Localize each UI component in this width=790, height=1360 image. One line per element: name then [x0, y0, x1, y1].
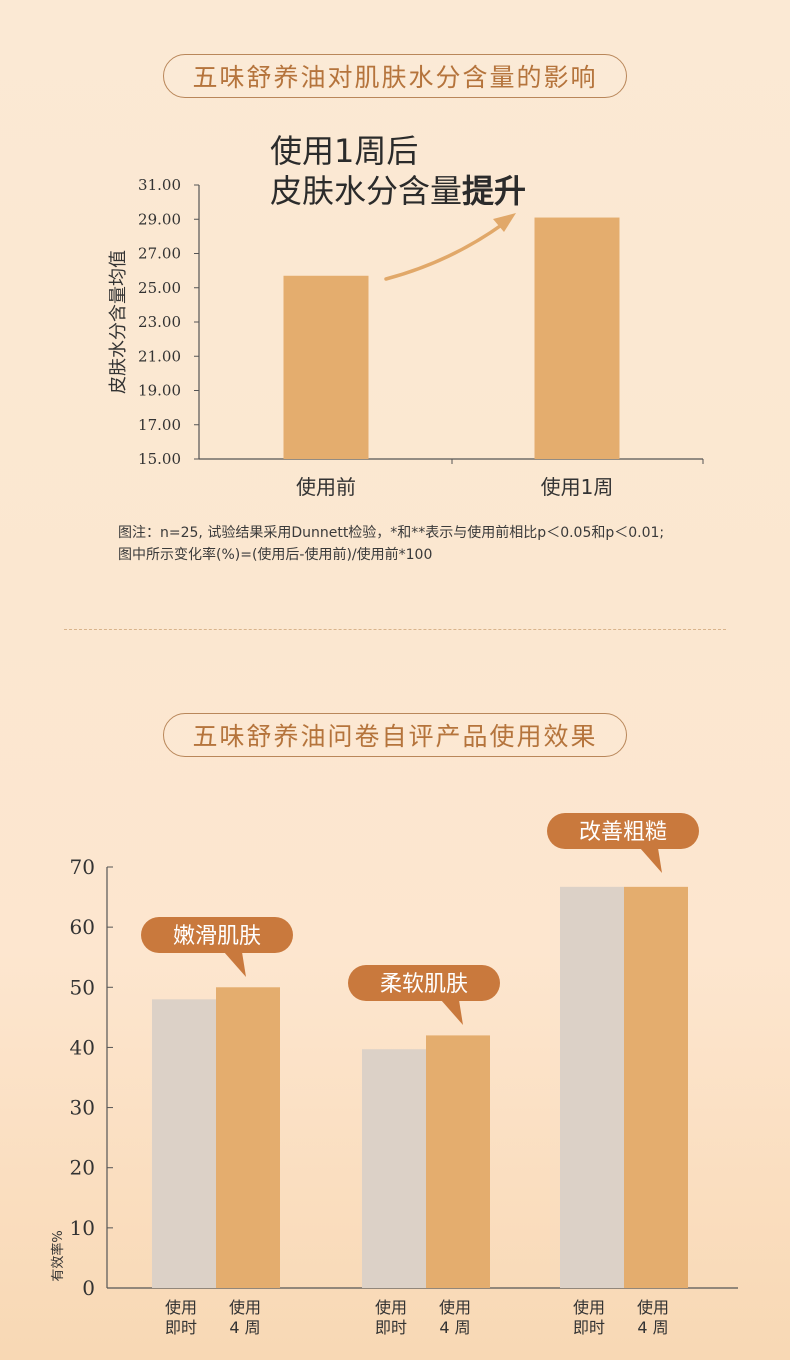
y-tick-label: 0 [82, 1276, 95, 1300]
bar-group1-2 [216, 987, 280, 1288]
callout-label: 嫩滑肌肤 [173, 924, 261, 949]
bar-group1-1 [152, 999, 216, 1288]
x-tick-label: 即时 [573, 1318, 605, 1337]
x-tick-label: 4 周 [229, 1318, 260, 1337]
x-tick-label: 使用1周 [541, 475, 614, 499]
x-tick-label: 使用 [637, 1298, 669, 1317]
x-tick-label: 4 周 [439, 1318, 470, 1337]
bar-group3-2 [624, 886, 688, 1288]
bar-group2-1 [362, 1049, 426, 1288]
y-tick-label: 60 [70, 915, 95, 939]
y-tick-label: 10 [70, 1216, 95, 1240]
callout-bubble [547, 813, 699, 849]
dashed-divider [64, 629, 726, 630]
section-title-survey: 五味舒养油问卷自评产品使用效果 [163, 713, 627, 757]
y-tick-label: 31.00 [138, 176, 181, 194]
callout-label: 改善粗糙 [579, 820, 667, 845]
callout-bubble [348, 965, 500, 1001]
callout-label: 柔软肌肤 [380, 972, 468, 997]
callout-bubble [141, 917, 293, 953]
headline-bold: 提升 [462, 172, 527, 210]
y-tick-label: 15.00 [138, 450, 181, 468]
callout-tail [640, 848, 662, 873]
chart-note-line1: 图注：n=25, 试验结果采用Dunnett检验，*和**表示与使用前相比p＜0… [118, 525, 665, 541]
y-tick-label: 23.00 [138, 313, 181, 331]
x-tick-label: 使用 [375, 1298, 407, 1317]
trend-arrow [384, 222, 505, 281]
moisture-chart: 15.00 17.00 19.00 21.00 23.00 25.00 27.00 29.00… [108, 176, 704, 499]
bar-group3-1 [560, 886, 624, 1288]
y-tick-label: 27.00 [138, 245, 181, 263]
callout-2: 柔软肌肤 [348, 965, 500, 1025]
callout-1: 嫩滑肌肤 [141, 917, 293, 977]
bar-2 [534, 217, 620, 459]
y-tick-label: 19.00 [138, 382, 181, 400]
x-tick-label: 使用前 [296, 475, 356, 499]
trend-arrow-head [493, 213, 516, 232]
bar-group2-2 [426, 1035, 490, 1288]
chart-note-line2: 图中所示变化率(%)=(使用后-使用前)/使用前*100 [118, 547, 433, 563]
headline-line2: 皮肤水分含量提升 [270, 166, 526, 212]
y-tick-label: 70 [70, 855, 95, 879]
x-tick-label: 使用 [439, 1298, 471, 1317]
y-tick-label: 30 [70, 1096, 95, 1120]
x-tick-label: 使用 [573, 1298, 605, 1317]
y-axis-label: 皮肤水分含量均值 [108, 250, 129, 394]
y-tick-label: 29.00 [138, 210, 181, 228]
headline-line1: 使用1周后 [270, 132, 419, 170]
callout-tail [224, 952, 246, 977]
callout-tail [441, 1000, 463, 1025]
x-tick-label: 即时 [375, 1318, 407, 1337]
y-tick-label: 20 [70, 1156, 95, 1180]
y-tick-label: 25.00 [138, 279, 181, 297]
y-tick-label: 21.00 [138, 347, 181, 365]
x-tick-label: 4 周 [637, 1318, 668, 1337]
y-tick-label: 50 [70, 975, 95, 999]
y-tick-label: 17.00 [138, 416, 181, 434]
bar-1 [283, 275, 369, 459]
x-tick-label: 使用 [165, 1298, 197, 1317]
headline-prefix: 皮肤水分含量 [270, 172, 463, 210]
y-tick-label: 40 [70, 1035, 95, 1059]
y-axis-label: 有效率% [50, 1230, 66, 1281]
x-tick-label: 使用 [229, 1298, 261, 1317]
callout-3: 改善粗糙 [547, 813, 699, 873]
section-title-moisture: 五味舒养油对肌肤水分含量的影响 [163, 54, 627, 98]
x-tick-label: 即时 [165, 1318, 197, 1337]
